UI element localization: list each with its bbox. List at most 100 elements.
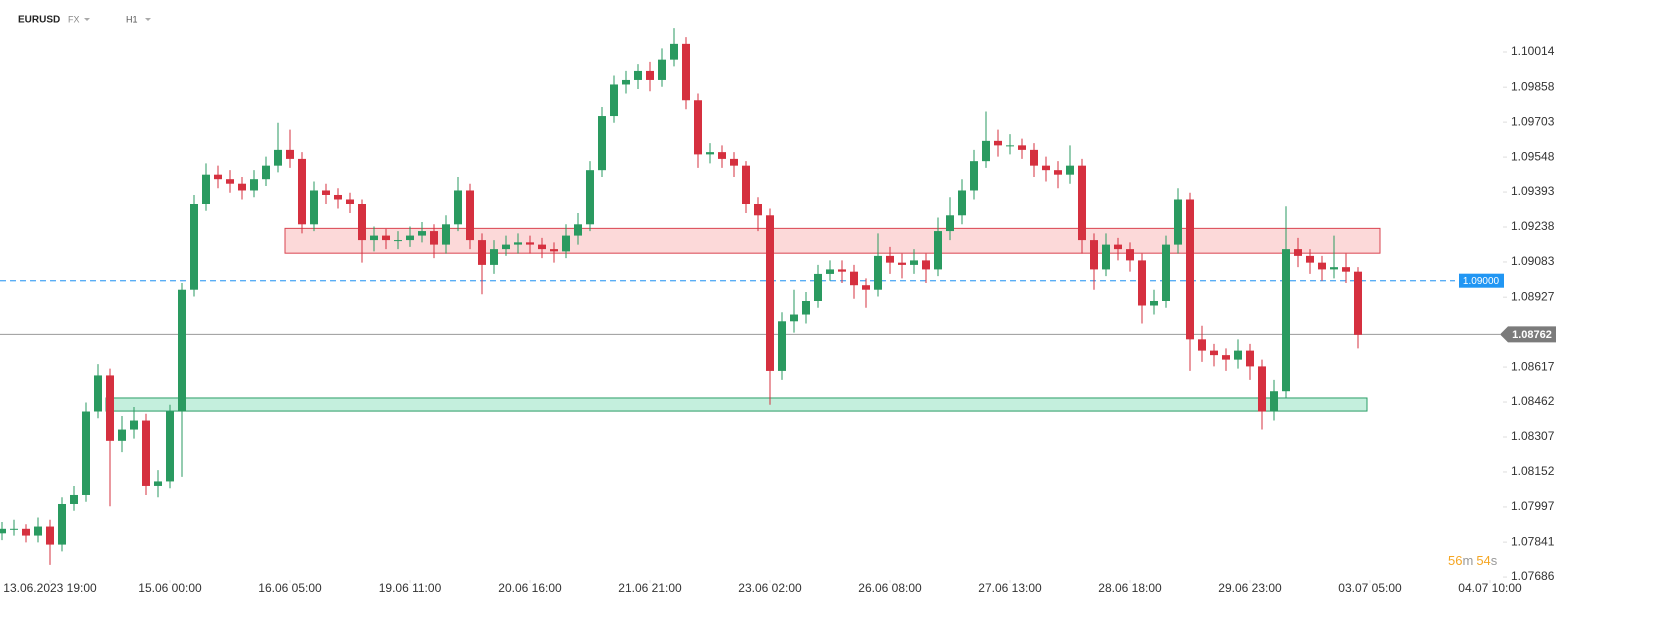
candle-body [286,149,294,159]
candle-body [682,43,690,101]
candle-body [454,190,462,225]
candle-body [550,249,558,252]
candle-body [586,170,594,225]
level-label: 1.08762 [1512,329,1552,341]
candle-body [754,204,762,216]
x-tick-label: 27.06 13:00 [978,581,1042,595]
candle-body [934,231,942,270]
candle-body [850,271,858,286]
candle-body [1162,244,1170,301]
y-tick-label: 1.08307 [1511,429,1555,443]
x-tick-label: 21.06 21:00 [618,581,682,595]
y-tick-label: 1.08927 [1511,289,1555,303]
candle-body [694,100,702,155]
candle-body [922,260,930,270]
candle-body [1126,249,1134,261]
y-tick-label: 1.10014 [1511,44,1555,58]
candle-body [1198,339,1206,351]
candle-body [442,224,450,245]
candle-body [1354,271,1362,335]
candle-body [1030,149,1038,166]
candle-body [778,321,786,371]
candle-body [898,262,906,265]
candle-body [1246,350,1254,367]
market-caret[interactable] [84,18,90,21]
x-tick-label: 13.06.2023 19:00 [3,581,97,595]
candle-body [226,179,234,184]
symbol[interactable]: EURUSD [18,15,60,26]
candle-body [418,231,426,236]
x-tick-label: 29.06 23:00 [1218,581,1282,595]
x-tick-label: 16.06 05:00 [258,581,322,595]
x-tick-label: 15.06 00:00 [138,581,202,595]
candle-body [946,215,954,232]
y-tick-label: 1.08152 [1511,464,1555,478]
candle-body [1090,240,1098,270]
candle-body [730,158,738,166]
y-tick-label: 1.09858 [1511,79,1555,93]
candle-body [658,59,666,80]
x-tick-label: 03.07 05:00 [1338,581,1402,595]
candle-body [970,161,978,191]
candle-body [1006,145,1014,147]
candle-body [1342,267,1350,272]
candle-body [94,375,102,412]
market: FX [68,14,80,24]
candle-body [1234,350,1242,360]
candle-body [1294,249,1302,256]
timer-minutes: 56 [1448,553,1462,568]
candle-body [982,140,990,162]
candle-body [838,269,846,272]
candle-body [526,242,534,245]
candle-body [466,190,474,241]
candle-timer: 56m 54s [1448,553,1498,568]
candle-body [598,116,606,171]
candle-body [154,481,162,486]
candle-body [490,249,498,265]
candle-body [10,528,18,530]
candle-body [1282,249,1290,392]
candle-body [742,165,750,205]
candle-body [190,204,198,290]
candle-body [82,411,90,495]
candle-body [334,194,342,200]
interval: H1 [126,14,138,24]
candle-body [166,411,174,482]
candle-body [298,158,306,225]
candle-body [706,152,714,155]
candle-body [1066,165,1074,175]
y-tick-label: 1.09393 [1511,184,1555,198]
candle-body [766,215,774,371]
candle-body [562,235,570,252]
x-tick-label: 20.06 16:00 [498,581,562,595]
timer-m: m [1462,553,1473,568]
candle-body [790,314,798,322]
candle-body [1174,199,1182,245]
candle-body [514,242,522,245]
candle-body [1270,391,1278,412]
candle-body [58,503,66,545]
y-tick-label: 1.09238 [1511,219,1555,233]
candle-body [1150,300,1158,306]
interval-caret[interactable] [145,18,151,21]
level-label-bg [1500,326,1556,343]
y-tick-label: 1.07686 [1511,569,1555,583]
candle-body [238,183,246,191]
candle-body [1102,244,1110,270]
candle-body [358,204,366,241]
candle-body [802,300,810,315]
x-tick-label: 23.06 02:00 [738,581,802,595]
x-tick-label: 19.06 11:00 [379,581,442,595]
candle-body [0,528,6,534]
candle-body [622,79,630,85]
candle-body [1138,260,1146,306]
candle-body [826,269,834,274]
candle-body [346,199,354,205]
y-tick-label: 1.07997 [1511,499,1555,513]
candle-body [574,224,582,236]
candle-body [46,526,54,545]
zone [105,397,1368,412]
candle-body [250,179,258,191]
candle-body [262,165,270,180]
